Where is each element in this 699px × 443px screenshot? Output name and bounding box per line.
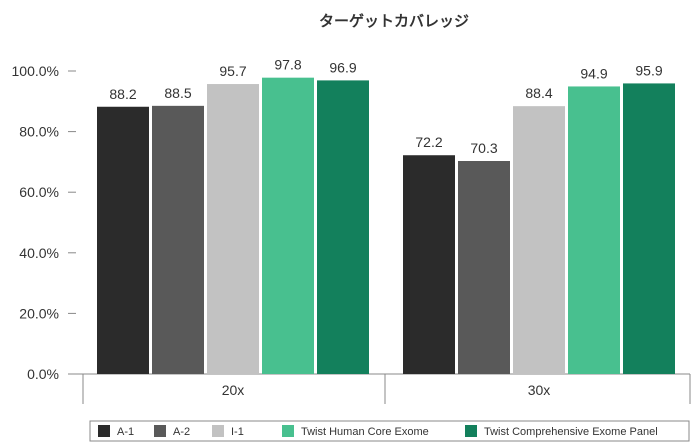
bar xyxy=(513,106,565,374)
legend-label: I-1 xyxy=(231,426,244,438)
bar xyxy=(317,80,369,374)
y-tick-label: 40.0% xyxy=(19,245,59,261)
bar xyxy=(403,155,455,374)
legend-label: A-2 xyxy=(173,426,190,438)
data-label: 88.2 xyxy=(109,86,136,102)
bar xyxy=(568,86,620,374)
bar xyxy=(623,83,675,374)
y-tick-label: 80.0% xyxy=(19,124,59,140)
x-axis: 20x 30x xyxy=(82,374,691,404)
data-label: 88.5 xyxy=(164,85,191,101)
legend-swatch xyxy=(465,425,477,437)
y-tick-label: 20.0% xyxy=(19,305,59,321)
legend: A-1 A-2 I-1 Twist Human Core Exome Twist Com… xyxy=(89,420,690,442)
bar xyxy=(97,106,149,374)
data-label: 97.8 xyxy=(274,57,301,73)
bar xyxy=(458,160,510,374)
data-label: 72.2 xyxy=(415,134,442,150)
bar xyxy=(207,84,259,375)
legend-swatch xyxy=(154,425,166,437)
y-axis: 0.0% 20.0% 40.0% 60.0% 80.0% 100.0% xyxy=(12,63,690,382)
data-label: 94.9 xyxy=(580,65,607,81)
legend-label: Twist Human Core Exome xyxy=(301,426,429,438)
chart-title: ターゲットカバレッジ xyxy=(319,12,469,30)
y-tick-label: 60.0% xyxy=(19,184,59,200)
legend-label: A-1 xyxy=(117,426,134,438)
legend-swatch xyxy=(282,425,294,437)
x-tick-label: 30x xyxy=(528,382,551,398)
bar xyxy=(262,77,314,374)
data-label: 96.9 xyxy=(329,59,356,75)
legend-swatch xyxy=(212,425,224,437)
bars: 88.2 88.5 95.7 97.8 96.9 72.2 70.3 88.4 94.9 95.9 xyxy=(97,57,675,375)
legend-box xyxy=(89,420,690,442)
y-tick-label: 100.0% xyxy=(12,63,59,79)
x-tick-label: 20x xyxy=(222,382,245,398)
y-tick-label: 0.0% xyxy=(27,366,59,382)
bar xyxy=(152,105,204,374)
data-label: 70.3 xyxy=(470,140,497,156)
data-label: 95.7 xyxy=(219,63,246,79)
legend-swatch xyxy=(98,425,110,437)
data-label: 88.4 xyxy=(525,85,552,101)
legend-label: Twist Comprehensive Exome Panel xyxy=(484,426,658,438)
data-label: 95.9 xyxy=(635,62,662,78)
